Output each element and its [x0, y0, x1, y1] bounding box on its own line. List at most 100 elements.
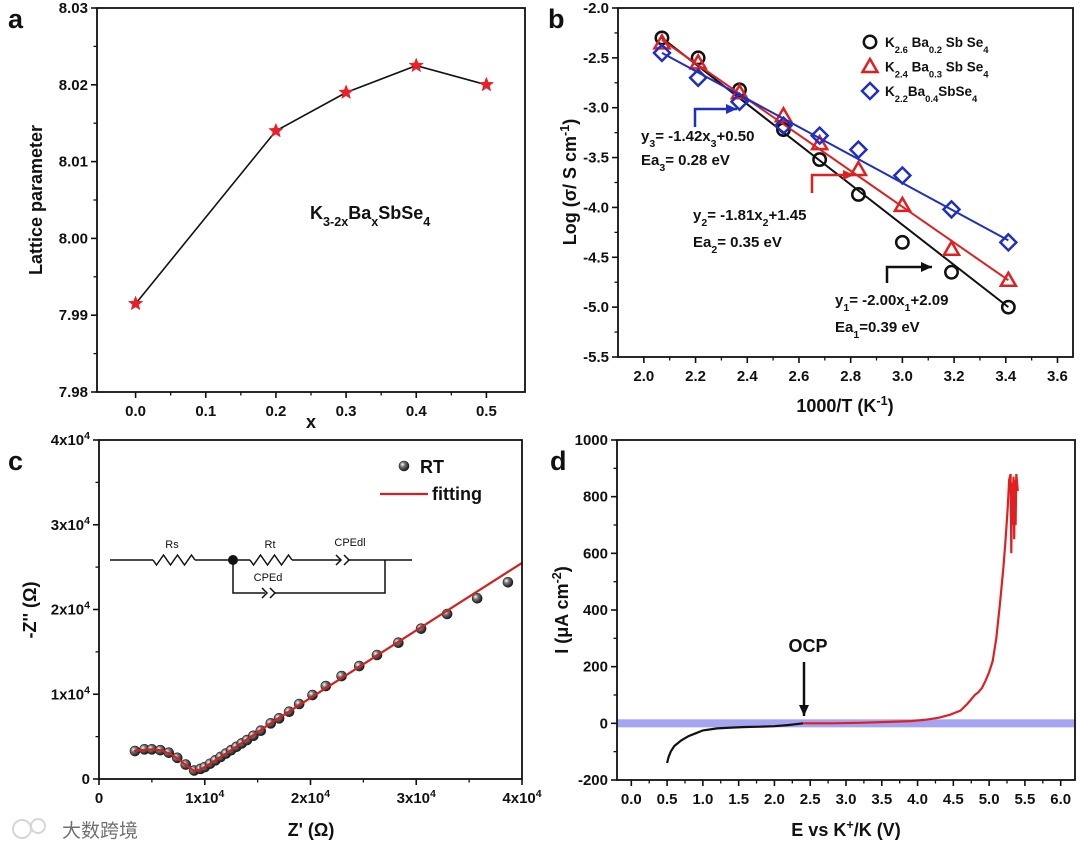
circuit-label: CPEd: [254, 572, 283, 584]
compound-formula-part: SbSe: [378, 203, 423, 223]
y-tick-label: 200: [583, 659, 608, 676]
circuit-label: Rs: [165, 539, 179, 551]
fit-equation: y2= -1.81x2+1.45: [693, 207, 806, 229]
fit-line: [661, 39, 1009, 282]
x-tick-label-part: 2x10: [291, 790, 324, 807]
x-tick-label: 6.0: [1050, 791, 1071, 808]
cpe-d: [269, 587, 277, 599]
blue-arrow-head: [726, 104, 737, 114]
x-axis-title: E vs K+/K (V): [791, 818, 900, 840]
fit-equation-part: y: [641, 128, 650, 145]
wire: [275, 560, 386, 594]
x-tick-label: 2.5: [800, 791, 821, 808]
data-point: [892, 165, 913, 186]
y-tick-label: -5.0: [583, 299, 609, 316]
fit-equation-part: y: [693, 207, 702, 224]
x-tick-label: 3.6: [1047, 368, 1068, 385]
data-point: [338, 84, 354, 100]
x-tick-label: 0.0: [125, 403, 146, 420]
legend-label-part: 0.4: [925, 94, 939, 105]
x-tick-label-part: 0.2: [265, 403, 286, 420]
x-tick-label: 1.5: [728, 791, 749, 808]
data-point: [652, 32, 672, 50]
x-tick-label-part: 4: [219, 788, 225, 800]
fit-equation-part: 1: [905, 302, 911, 314]
x-tick-label: 0.5: [476, 403, 497, 420]
x-tick-label: 3.4: [995, 368, 1017, 385]
x-tick-label-part: 3x10: [397, 790, 430, 807]
fit-line: [661, 51, 1009, 242]
data-point: [268, 122, 284, 138]
data-point: [941, 239, 962, 257]
y-tick-label-part: 8.00: [59, 230, 88, 247]
legend-label: K2.6 Ba0.2 Sb Se4: [885, 35, 989, 56]
fit-equation-part: Ea: [641, 152, 660, 169]
x-tick-label-part: 2.6: [789, 368, 810, 385]
y-tick-label: 400: [583, 602, 608, 619]
data-point: [894, 234, 910, 250]
series-line: [133, 561, 523, 773]
fit-equation: Ea3= 0.28 eV: [641, 152, 730, 174]
x-tick-label-part: 0.3: [336, 403, 357, 420]
fit-equation-part: 1: [843, 302, 849, 314]
x-tick-label-part: 2.4: [737, 368, 759, 385]
black-arrow-head: [921, 262, 932, 272]
x-axis-title: 1000/T (K-1): [796, 394, 893, 416]
plot-frame: [617, 7, 1074, 358]
y-tick-label-part: 8.02: [59, 77, 88, 94]
x-tick-label: 3.2: [944, 368, 965, 385]
data-point: [944, 264, 959, 280]
x-tick-label: 3.0: [836, 791, 857, 808]
y-tick-label: -3.5: [583, 150, 609, 167]
legend-label-part: 4: [983, 45, 989, 56]
y-tick-label-part: -5.5: [583, 349, 609, 366]
x-axis-title-part: 1000/T (K: [796, 396, 876, 416]
y-tick-label: 0: [82, 771, 90, 788]
y-tick-label-part: 8.03: [59, 0, 88, 17]
x-tick-label: 0.1: [195, 403, 216, 420]
data-point: [848, 159, 869, 177]
x-tick-label: 5.5: [1014, 791, 1035, 808]
x-tick-label: 2.4: [737, 368, 759, 385]
x-tick-label-part: 4.0: [907, 791, 928, 808]
y-tick-label: -4.0: [583, 199, 609, 216]
cpe-d: [261, 587, 269, 599]
data-point: [809, 133, 830, 151]
fit-equation-part: 2: [701, 217, 707, 229]
y-tick-label-part: 2x10: [51, 602, 84, 619]
y-tick-label: 1000: [575, 432, 608, 449]
y-tick-label-part: -5.0: [583, 299, 609, 316]
x-axis-title-part: +: [846, 818, 853, 832]
y-axis-title: Log (σ/ S cm-1): [558, 119, 580, 246]
legend-label-part: 0.3: [929, 69, 942, 80]
y-tick-label: 3x104: [51, 515, 90, 534]
legend-label-part: Ba: [908, 60, 930, 75]
y-tick-label-part: 3x10: [51, 517, 84, 534]
series-0: [666, 722, 804, 764]
fit-equation: Ea2= 0.35 eV: [693, 234, 782, 256]
x-axis-title-part: x: [306, 412, 316, 432]
y-tick-label-part: 4: [84, 515, 90, 527]
fit-equation-part: Ea: [835, 319, 854, 336]
x-tick-label: 3.5: [871, 791, 892, 808]
panel-label: d: [550, 446, 567, 476]
x-tick-label: 4x104: [502, 788, 541, 807]
compound-formula: K3-2xBaxSbSe4: [310, 203, 430, 229]
x-tick-label-part: 2.2: [685, 368, 706, 385]
y-tick-label-part: -4.5: [583, 249, 609, 266]
data-point: [850, 187, 866, 202]
y-axis-title-part: -1: [558, 125, 572, 136]
data-point: [892, 195, 913, 213]
y-axis-title-part: ): [552, 566, 572, 572]
circuit-label: CPEdl: [334, 537, 365, 549]
y-tick-label: -5.5: [583, 349, 609, 366]
x-tick-label-part: 2.8: [840, 368, 861, 385]
plot-frame: [616, 439, 1076, 781]
fit-line: [661, 37, 1009, 308]
black-arrow: [885, 265, 932, 283]
x-tick-label-part: 3.0: [836, 791, 857, 808]
y-tick-label: 0: [600, 715, 608, 732]
axis-ticks: 0 1x104 2x104 3x104 4x10401x1042x1043x1044x1…: [51, 430, 542, 807]
x-axis-title: x: [306, 412, 316, 432]
